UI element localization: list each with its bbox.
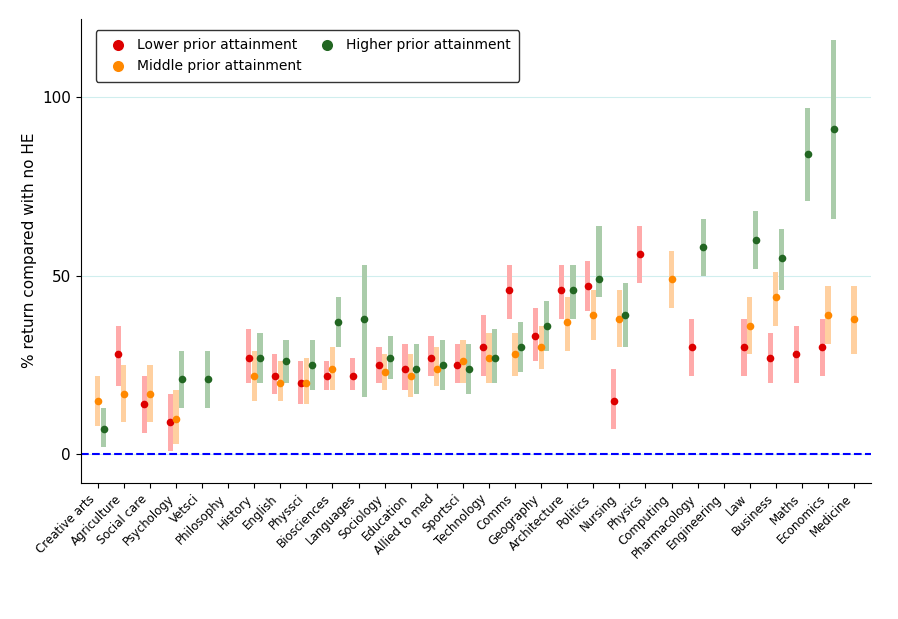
Bar <box>376 347 382 383</box>
Bar <box>408 354 413 397</box>
Bar <box>637 226 642 283</box>
Bar <box>747 297 753 354</box>
Bar <box>622 283 628 347</box>
Bar <box>492 329 497 383</box>
Bar <box>304 358 309 404</box>
Y-axis label: % return compared with no HE: % return compared with no HE <box>22 133 37 368</box>
Bar <box>506 265 512 319</box>
Bar <box>101 408 106 447</box>
Bar <box>591 290 596 340</box>
Bar <box>480 315 486 376</box>
Bar <box>402 344 408 390</box>
Bar <box>298 361 304 404</box>
Bar <box>570 265 576 319</box>
Bar <box>428 336 434 376</box>
Bar <box>690 319 694 376</box>
Bar <box>768 333 773 383</box>
Bar <box>116 326 120 386</box>
Bar <box>806 108 810 201</box>
Bar <box>272 354 277 394</box>
Bar <box>851 287 857 354</box>
Bar <box>611 368 616 429</box>
Bar <box>596 226 602 297</box>
Bar <box>454 344 460 383</box>
Bar <box>284 340 288 383</box>
Bar <box>773 272 779 326</box>
Bar <box>168 394 173 451</box>
Bar <box>825 287 831 344</box>
Bar <box>669 251 674 308</box>
Bar <box>461 340 465 383</box>
Bar <box>246 329 251 383</box>
Bar <box>179 351 184 408</box>
Bar <box>382 354 387 390</box>
Bar <box>206 351 210 408</box>
Bar <box>617 290 622 347</box>
Bar <box>350 358 356 390</box>
Bar <box>544 301 550 351</box>
Bar <box>310 340 315 390</box>
Bar <box>742 319 746 376</box>
Bar <box>324 361 330 390</box>
Bar <box>779 229 784 290</box>
Bar <box>388 336 393 379</box>
Bar <box>832 40 836 219</box>
Bar <box>258 333 262 383</box>
Bar <box>565 297 570 351</box>
Bar <box>121 365 127 422</box>
Bar <box>414 344 419 394</box>
Bar <box>440 340 445 390</box>
Bar <box>362 265 367 397</box>
Bar <box>513 333 517 376</box>
Bar <box>518 322 524 372</box>
Bar <box>142 376 146 433</box>
Legend: Lower prior attainment, Middle prior attainment, Higher prior attainment: Lower prior attainment, Middle prior att… <box>96 30 519 82</box>
Bar <box>330 347 335 390</box>
Bar <box>95 376 101 426</box>
Bar <box>559 265 564 319</box>
Bar <box>585 261 590 311</box>
Bar <box>794 326 799 383</box>
Bar <box>277 361 283 400</box>
Bar <box>487 333 491 383</box>
Bar <box>435 347 439 386</box>
Bar <box>700 219 706 275</box>
Bar <box>147 365 153 422</box>
Bar <box>336 297 341 347</box>
Bar <box>753 212 758 269</box>
Bar <box>820 319 825 376</box>
Bar <box>539 326 544 368</box>
Bar <box>251 351 257 400</box>
Bar <box>466 344 471 394</box>
Bar <box>173 390 179 444</box>
Bar <box>533 308 538 361</box>
